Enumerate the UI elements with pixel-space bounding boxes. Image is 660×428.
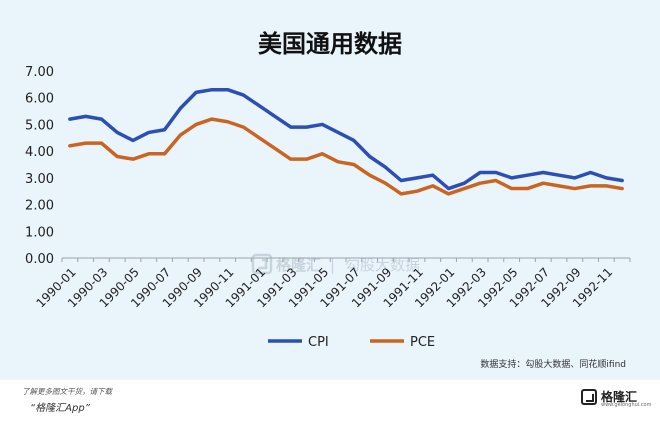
- axes: 0.001.002.003.004.005.006.007.001990-011…: [25, 65, 631, 310]
- footer-app-name[interactable]: “格隆汇App”: [30, 403, 90, 414]
- watermark-logo-icon: [251, 253, 273, 275]
- series-line-pce: [68, 117, 624, 196]
- line-chart: 格隆汇 | 勾股大数据 0.00 1.00 2.00 3.00 4.00 5.00 6.00…: [25, 65, 631, 350]
- series-lines: [68, 87, 624, 196]
- watermark-slogan: 勾股大数据: [345, 256, 420, 274]
- y-tick-label: 2.00: [25, 199, 54, 214]
- watermark: 格隆汇 | 勾股大数据: [251, 253, 420, 275]
- y-tick-label: 0.00: [25, 252, 54, 267]
- y-tick-label: 7.00: [25, 65, 54, 80]
- watermark-separator: |: [330, 256, 335, 274]
- legend: CPI PCE: [268, 335, 435, 350]
- y-tick-label: 3.00: [25, 172, 54, 187]
- legend-label-cpi: CPI: [308, 335, 329, 350]
- y-tick-label: 4.00: [25, 145, 54, 160]
- series-line-cpi: [68, 87, 624, 191]
- logo-icon: [581, 389, 597, 405]
- footer-download-note: 了解更多图文干货，请下载: [22, 387, 112, 396]
- data-source-note: 数据支持：勾股大数据、同花顺ifind: [480, 360, 626, 370]
- chart-title: 美国通用数据: [258, 30, 402, 58]
- y-tick-label: 6.00: [25, 92, 54, 107]
- y-tick-label: 5.00: [25, 118, 54, 133]
- footer-logo-site: www.gelonghui.com: [601, 402, 652, 408]
- chart-panel: 美国通用数据 格隆汇 | 勾股大数据 0.00 1.00 2.00 3.00 4.00 5…: [0, 0, 660, 380]
- footer-logo-name: 格隆汇: [601, 390, 638, 404]
- y-tick-label: 1.00: [25, 225, 54, 240]
- footer-logo: 格隆汇 www.gelonghui.com: [581, 387, 651, 409]
- watermark-logo-mark: [258, 258, 268, 270]
- legend-label-pce: PCE: [410, 335, 435, 350]
- watermark-brand: 格隆汇: [276, 256, 321, 274]
